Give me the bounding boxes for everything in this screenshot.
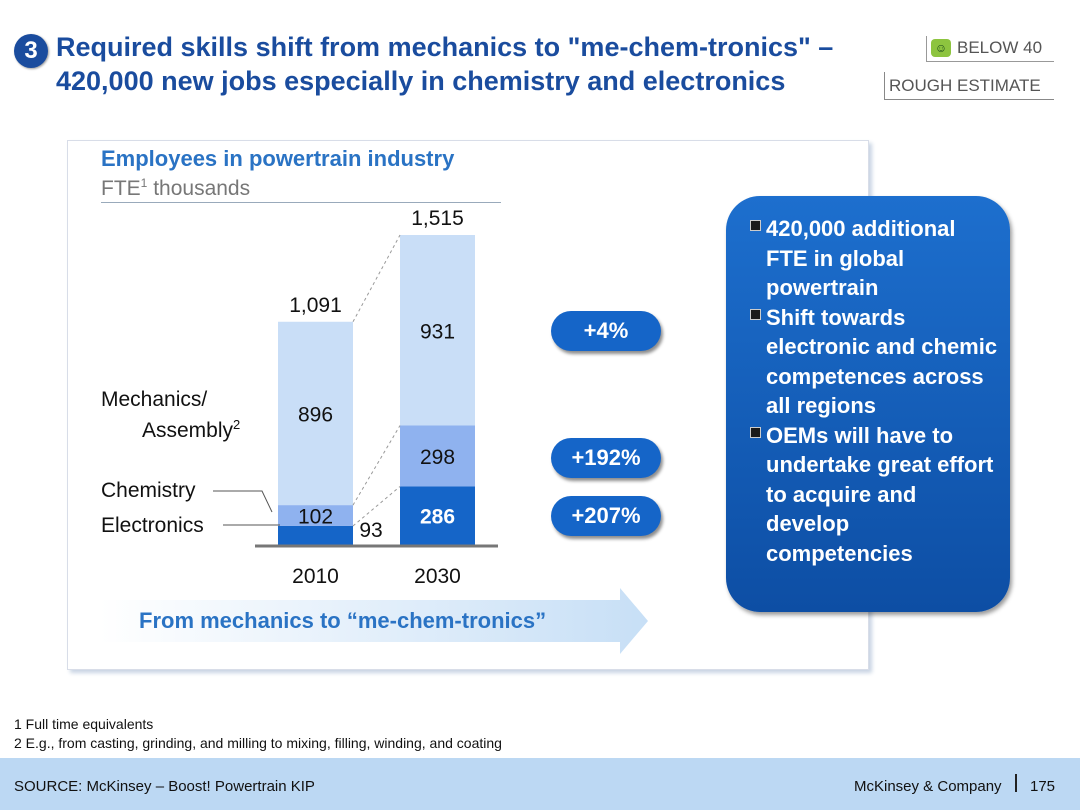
mechanics-label: Mechanics/ [101,388,208,411]
chart-title: Employees in powertrain industry [101,146,455,171]
source-note: SOURCE: McKinsey – Boost! Powertrain KIP [14,778,315,795]
bar-value-label: 896 [298,403,333,426]
assembly-label: Assembly2 [142,417,241,442]
square-bullet-icon [750,426,761,438]
title-line-2: 420,000 new jobs especially in chemistry… [56,66,786,96]
bar-segment-2010-electronics [278,525,353,545]
connector-line [352,234,401,322]
electronics-label: Electronics [101,514,204,537]
square-bullet-icon [750,220,761,231]
connector-line [352,425,401,506]
chemistry-growth-badge: +192% [551,438,661,478]
footer-separator [1015,774,1017,792]
takeaway-item: OEMs will have to undertake great effort… [748,421,998,569]
chart-subtitle: FTE1 thousands [101,176,251,200]
page-footer: SOURCE: McKinsey – Boost! Powertrain KIP… [0,758,1080,810]
x-tick-label: 2010 [292,565,339,588]
slide-title: Required skills shift from mechanics to … [56,30,833,98]
bar-segment-2030-electronics [400,486,475,545]
bar-value-label: 93 [359,519,382,542]
electronics-growth-badge: +207% [551,496,661,536]
connector-line [352,486,401,527]
bar-value-label: 931 [420,320,455,343]
chemistry-label: Chemistry [101,479,196,502]
below-40-tag: ☺ BELOW 40 [926,36,1054,62]
bar-value-label: 298 [420,446,455,469]
brand-name: McKinsey & Company [854,778,1002,795]
section-number-badge: 3 [14,34,48,68]
title-divider [101,202,501,203]
footnote-2: 2 E.g., from casting, grinding, and mill… [14,735,502,751]
bar-total-label: 1,091 [289,294,342,317]
x-tick-label: 2030 [414,565,461,588]
chemistry-leader-line [213,490,273,513]
takeaway-item: Shift towards electronic and chemic comp… [748,303,998,421]
direction-arrow [100,588,648,654]
rough-estimate-tag: ROUGH ESTIMATE [884,72,1054,100]
bar-total-label: 1,515 [411,207,464,230]
bar-segment-2010-chemistry [278,505,353,526]
page-number: 175 [1030,778,1056,795]
arrow-caption: From mechanics to “me-chem-tronics” [139,608,547,633]
bar-value-label: 286 [420,506,455,529]
smiley-icon: ☺ [931,39,951,57]
bar-segment-2030-mechanics-assembly [400,235,475,426]
mechanics-growth-badge: +4% [551,311,661,351]
title-line-1: Required skills shift from mechanics to … [56,32,834,62]
bar-value-label: 102 [298,506,333,529]
bar-segment-2030-chemistry [400,425,475,487]
footnote-1: 1 Full time equivalents [14,716,154,732]
square-bullet-icon [750,308,761,320]
key-takeaways-box: 420,000 additional FTE in global powertr… [726,196,1010,612]
takeaway-item: 420,000 additional FTE in global powertr… [748,214,998,303]
bar-segment-2010-mechanics-assembly [278,321,353,506]
